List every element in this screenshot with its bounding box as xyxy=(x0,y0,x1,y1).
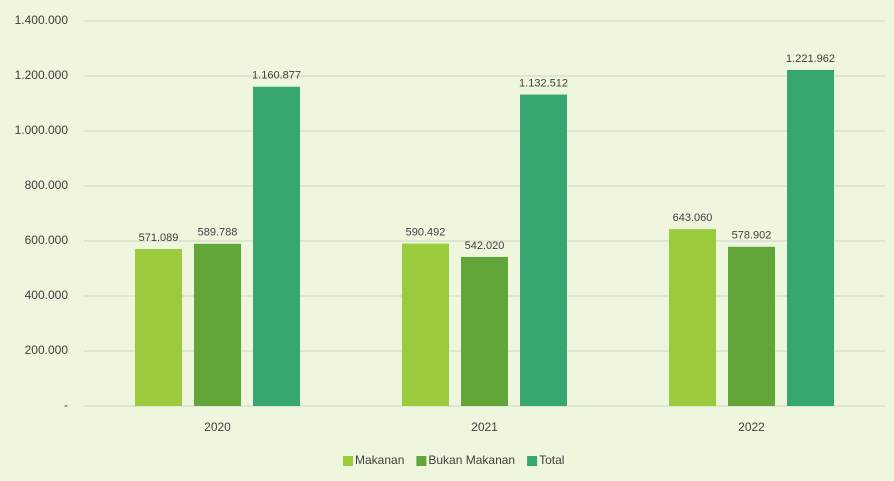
value-label: 590.492 xyxy=(406,227,446,239)
y-tick-label: 1.400.000 xyxy=(15,13,69,27)
bar xyxy=(461,256,508,406)
y-tick-label: 1.000.000 xyxy=(15,123,69,137)
value-label: 1.160.877 xyxy=(252,70,301,82)
y-tick-label: 200.000 xyxy=(25,343,69,357)
y-tick-label: 600.000 xyxy=(25,233,69,247)
y-tick-label: - xyxy=(64,398,68,412)
legend-label: Total xyxy=(539,453,564,467)
value-label: 643.060 xyxy=(673,212,713,224)
y-tick-label: 800.000 xyxy=(25,178,69,192)
bar xyxy=(520,94,567,406)
value-label: 578.902 xyxy=(732,230,772,242)
value-label: 571.089 xyxy=(139,232,179,244)
bar xyxy=(669,229,716,406)
y-tick-label: 400.000 xyxy=(25,288,69,302)
x-tick-label: 2020 xyxy=(204,420,231,434)
x-tick-label: 2021 xyxy=(471,420,498,434)
bar xyxy=(194,243,241,406)
bar xyxy=(253,86,300,407)
bar xyxy=(135,248,182,406)
legend-swatch xyxy=(416,456,427,466)
bar xyxy=(787,69,834,406)
y-tick-label: 1.200.000 xyxy=(15,68,69,82)
legend-label: Makanan xyxy=(355,453,404,467)
value-label: 1.221.962 xyxy=(786,53,835,65)
bar xyxy=(402,243,449,406)
legend-swatch xyxy=(527,456,538,466)
value-label: 1.132.512 xyxy=(519,77,568,89)
legend-label: Bukan Makanan xyxy=(428,453,515,467)
value-label: 589.788 xyxy=(198,227,238,239)
bar xyxy=(728,246,775,406)
value-label: 542.020 xyxy=(465,240,505,252)
legend-swatch xyxy=(343,456,353,466)
x-tick-label: 2022 xyxy=(738,420,765,434)
